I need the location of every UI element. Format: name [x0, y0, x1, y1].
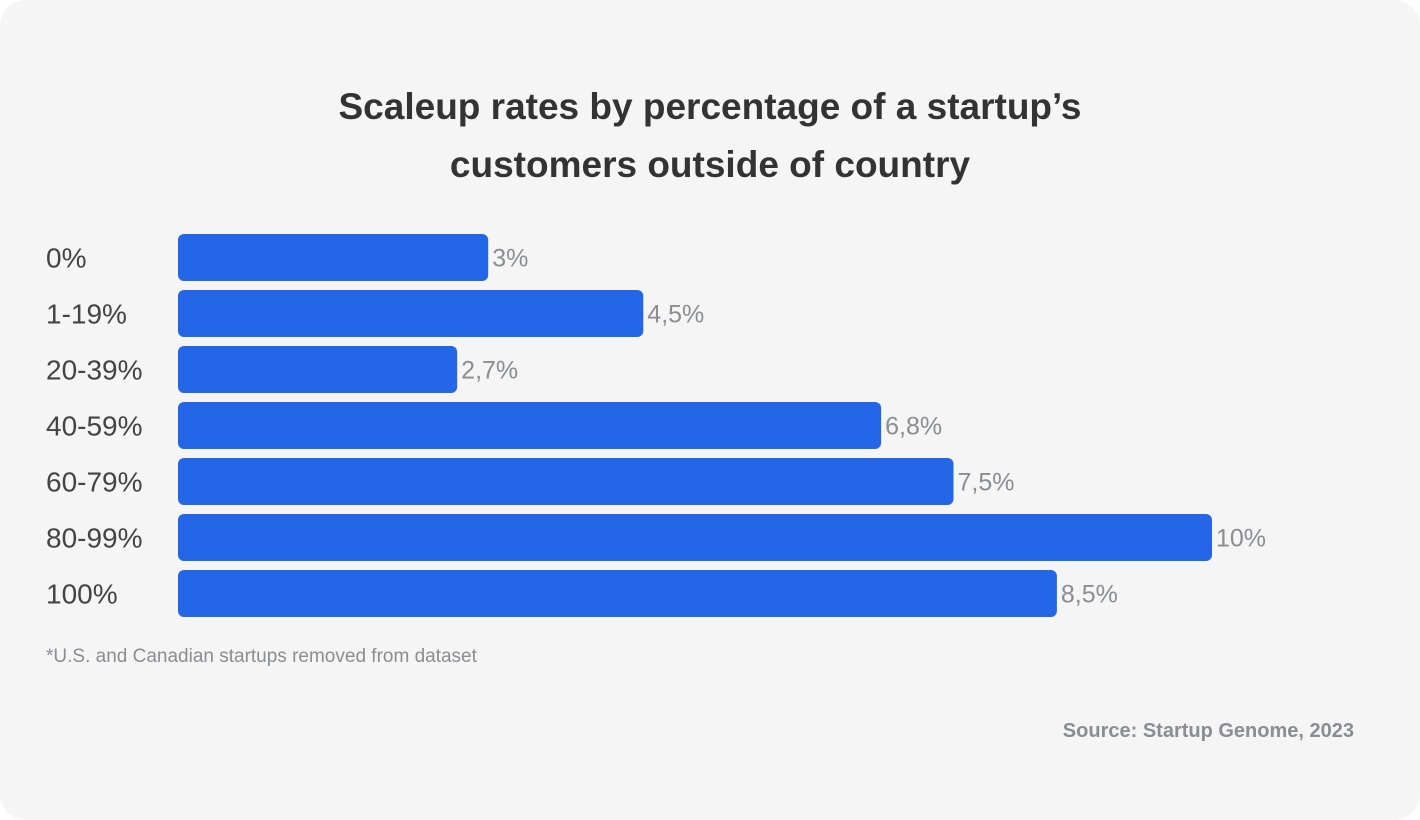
bar	[178, 290, 644, 337]
category-label: 80-99%	[46, 523, 143, 554]
bar	[178, 570, 1057, 617]
bar	[178, 402, 882, 449]
footnote: *U.S. and Canadian startups removed from…	[46, 646, 477, 667]
bar	[178, 234, 489, 281]
bar	[178, 346, 458, 393]
category-label: 20-39%	[46, 355, 143, 386]
bar	[178, 458, 954, 505]
category-label: 100%	[46, 579, 118, 610]
chart-title: Scaleup rates by percentage of a startup…	[0, 78, 1420, 194]
chart-title-line-1: Scaleup rates by percentage of a startup…	[338, 86, 1082, 127]
category-label: 1-19%	[46, 299, 127, 330]
data-label: 3%	[492, 245, 528, 273]
category-label: 40-59%	[46, 411, 143, 442]
data-label: 8,5%	[1061, 581, 1118, 609]
data-label: 2,7%	[461, 357, 518, 385]
data-label: 7,5%	[958, 469, 1015, 497]
data-label: 6,8%	[885, 413, 942, 441]
source-note: Source: Startup Genome, 2023	[1062, 720, 1354, 742]
category-label: 60-79%	[46, 467, 143, 498]
data-label: 10%	[1216, 525, 1266, 553]
chart-title-line-2: customers outside of country	[449, 144, 971, 185]
data-label: 4,5%	[647, 301, 704, 329]
bar	[178, 514, 1212, 561]
category-label: 0%	[46, 243, 86, 274]
